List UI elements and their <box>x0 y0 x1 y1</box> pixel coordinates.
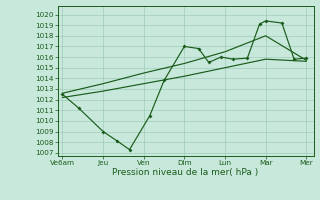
X-axis label: Pression niveau de la mer( hPa ): Pression niveau de la mer( hPa ) <box>112 168 259 177</box>
